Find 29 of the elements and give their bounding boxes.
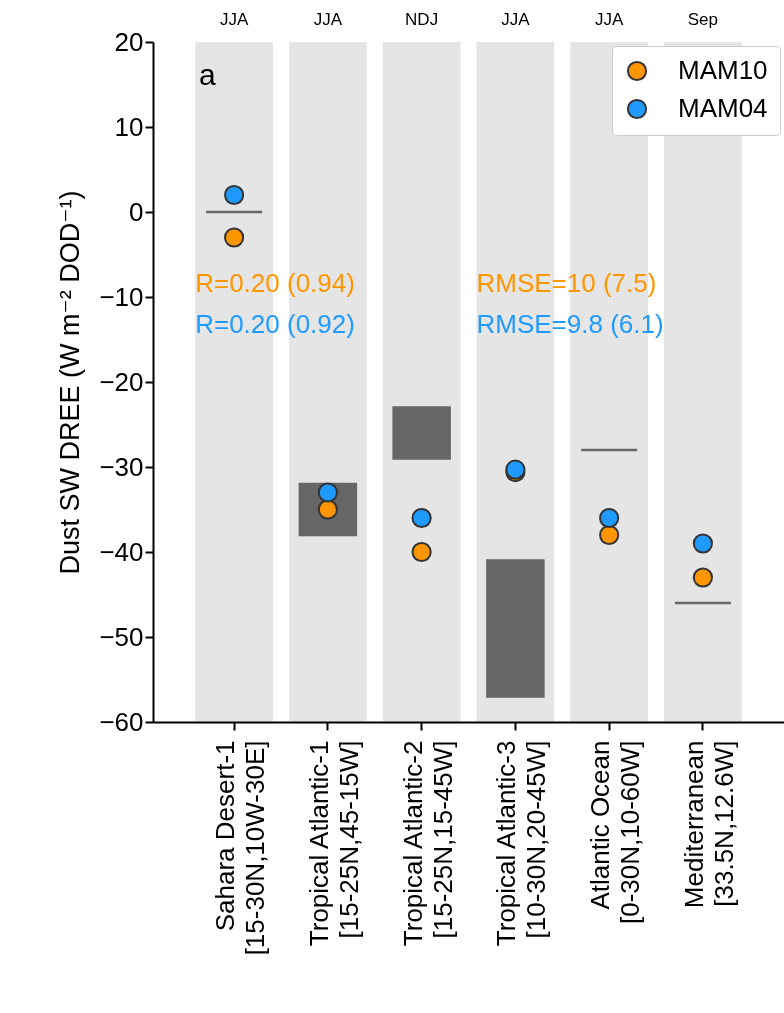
- x-tick-label: Sahara Desert-1 [15-30N,10W-30E]: [210, 740, 271, 956]
- text: JJA: [219, 10, 249, 29]
- x-tick-label: Tropical Atlantic-1 [15-25N,45-15W]: [303, 740, 364, 947]
- y-tick-label: −30: [99, 451, 144, 482]
- legend-label: MAM10: [678, 55, 768, 85]
- y-tick-label: −40: [99, 536, 144, 567]
- y-tick-label: −50: [99, 621, 144, 652]
- text: NDJ: [405, 10, 439, 29]
- legend-label: MAM04: [678, 93, 768, 123]
- x-tick-label: Tropical Atlantic-3 [10-30N,20-45W]: [491, 740, 552, 947]
- annotation: RMSE=10 (7.5): [476, 268, 657, 298]
- text: JJA: [501, 10, 531, 29]
- text: JJA: [313, 10, 343, 29]
- x-tick-label: Tropical Atlantic-2 [15-25N,15-45W]: [397, 740, 458, 947]
- y-tick-label: −10: [99, 281, 144, 312]
- y-axis-title: Dust SW DREE (W m⁻² DOD⁻¹): [55, 190, 86, 575]
- text: Sep: [687, 10, 719, 29]
- y-tick-label: 10: [114, 111, 144, 142]
- text: JJA: [594, 10, 624, 29]
- y-tick-label: 20: [114, 26, 144, 57]
- y-tick-label: −20: [99, 366, 144, 397]
- annotation: R=0.20 (0.94): [195, 268, 355, 298]
- y-tick-label: −60: [99, 706, 144, 737]
- annotation: R=0.20 (0.92): [195, 309, 355, 339]
- x-tick-label: Atlantic Ocean [0-30N,10-60W]: [585, 740, 646, 925]
- annotation: a: [199, 58, 216, 91]
- annotation: RMSE=9.8 (6.1): [476, 309, 664, 339]
- y-tick-label: 0: [129, 196, 144, 227]
- x-tick-label: Mediterranean [33.5N,12.6W]: [678, 740, 739, 909]
